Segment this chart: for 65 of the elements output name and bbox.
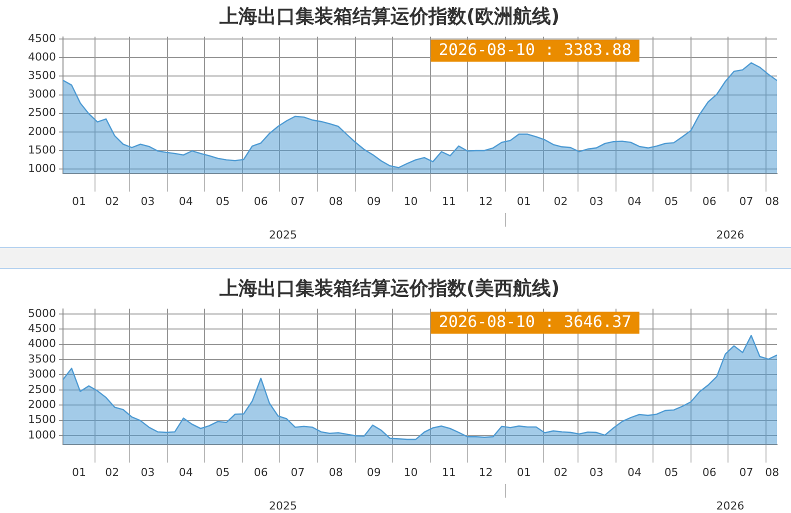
y-tick-label: 4000 [28,50,56,64]
y-tick-label: 5000 [28,306,56,320]
chart-title: 上海出口集装箱结算运价指数(欧洲航线) [218,5,560,28]
y-tick-label: 4500 [28,32,56,45]
x-tick-label: 06 [702,466,716,480]
x-tick-label: 07 [290,195,305,208]
x-tick-label: 01 [516,466,531,480]
y-tick-label: 1000 [28,162,56,175]
x-tick-label: 03 [140,195,155,208]
x-tick-label: 02 [554,195,568,208]
y-tick-label: 2000 [28,398,56,411]
x-tick-label: 12 [478,195,493,208]
x-tick-label: 06 [702,195,716,208]
y-tick-label: 2000 [28,124,56,138]
x-tick-label: 11 [442,195,456,208]
annotation: 2026-08-10 : 3383.88 [438,40,632,59]
x-tick-label: 10 [404,466,418,480]
x-tick-label: 01 [72,195,86,208]
y-tick-label: 3000 [28,88,56,101]
x2-tick-label: 2026 [716,228,744,242]
x-tick-label: 07 [739,466,754,480]
y-tick-label: 4500 [28,322,56,336]
x-tick-label: 05 [664,466,678,480]
annotation: 2026-08-10 : 3646.37 [438,312,632,331]
x-tick-label: 03 [140,466,155,480]
x-tick-label: 04 [627,466,642,480]
y-tick-label: 1500 [28,413,56,426]
x-tick-label: 07 [739,195,754,208]
y-tick-label: 2500 [28,382,56,396]
y-tick-label: 1000 [28,428,56,442]
x-tick-label: 06 [254,466,268,480]
x-tick-label: 08 [765,466,780,480]
x-tick-label: 04 [178,195,193,208]
x-tick-label: 09 [366,195,381,208]
x2-tick-label: 2025 [268,228,297,242]
x-tick-label: 03 [589,466,604,480]
x-tick-label: 01 [72,466,86,480]
x-tick-label: 01 [516,195,531,208]
x-tick-label: 06 [254,195,268,208]
x-tick-label: 03 [589,195,604,208]
x-tick-label: 08 [328,195,343,208]
x-tick-label: 02 [105,466,120,480]
y-tick-label: 3500 [28,352,56,366]
x-tick-label: 02 [105,195,120,208]
x-tick-label: 04 [178,466,193,480]
x-tick-label: 12 [478,466,493,480]
x-tick-label: 09 [366,466,381,480]
x2-tick-label: 2026 [716,499,744,512]
x-tick-label: 05 [664,195,678,208]
chart-title: 上海出口集装箱结算运价指数(美西航线) [218,277,560,300]
x-tick-label: 05 [216,195,230,208]
x-tick-label: 08 [765,195,780,208]
x-tick-label: 10 [404,195,418,208]
y-tick-label: 1500 [28,143,56,156]
y-tick-label: 3000 [28,368,56,381]
x-tick-label: 05 [216,466,230,480]
x-tick-label: 02 [554,466,568,480]
x2-tick-label: 2025 [268,499,297,512]
x-tick-label: 07 [290,466,305,480]
y-tick-label: 4000 [28,337,56,350]
y-tick-label: 3500 [28,69,56,82]
y-tick-label: 2500 [28,106,56,120]
x-tick-label: 04 [627,195,642,208]
x-tick-label: 08 [328,466,343,480]
x-tick-label: 11 [442,466,456,480]
